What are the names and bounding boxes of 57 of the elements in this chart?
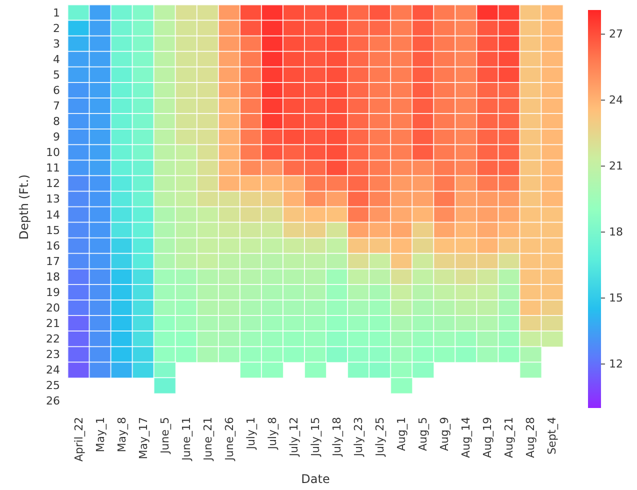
- y-tick-label: 5: [53, 68, 60, 82]
- y-tick-label: 12: [46, 177, 60, 190]
- y-tick-label: 24: [46, 364, 60, 377]
- x-tick-label: June_21: [201, 417, 214, 462]
- color-bar-label: 18: [609, 226, 623, 239]
- y-tick-label: 18: [46, 270, 60, 284]
- y-tick-label: 23: [46, 348, 60, 362]
- x-tick-label: June_11: [180, 417, 193, 462]
- y-tick-label: 2: [53, 22, 60, 35]
- y-tick-label: 20: [46, 302, 60, 314]
- y-axis-title: Depth (Ft.): [17, 174, 31, 240]
- x-tick-label: Aug_5: [416, 417, 430, 451]
- x-tick-label: Aug_21: [502, 417, 516, 458]
- x-tick-label: May_1: [94, 417, 107, 452]
- x-tick-label: Aug_14: [460, 417, 473, 458]
- y-tick-label: 13: [46, 192, 60, 206]
- y-tick-label: 11: [46, 162, 60, 175]
- x-tick-label: July_15: [309, 417, 322, 458]
- x-axis-title: Date: [301, 472, 330, 486]
- x-tick-label: July_23: [352, 417, 366, 458]
- y-tick-label: 3: [53, 37, 60, 50]
- y-tick-label: 19: [46, 286, 60, 299]
- x-tick-label: Sept_4: [546, 417, 559, 455]
- y-tick-label: 14: [46, 208, 60, 222]
- y-tick-label: 16: [46, 239, 60, 252]
- y-tick-label: 21: [46, 317, 60, 330]
- x-tick-label: Aug_19: [481, 417, 494, 458]
- x-tick-label: June_5: [158, 417, 172, 454]
- x-tick-label: July_8: [266, 417, 279, 450]
- x-tick-label: July_1: [244, 417, 258, 450]
- color-bar-label: 15: [609, 292, 623, 305]
- x-tick-label: June_26: [222, 417, 236, 462]
- y-tick-label: 1: [53, 6, 60, 20]
- y-tick-label: 15: [46, 224, 60, 237]
- x-tick-label: April_22: [72, 417, 86, 462]
- x-tick-label: July_12: [287, 417, 300, 458]
- y-tick-label: 25: [46, 379, 60, 392]
- color-bar-label: 24: [609, 94, 623, 107]
- y-tick-label: 8: [53, 115, 60, 128]
- color-bar-label: 21: [609, 160, 623, 173]
- y-tick-label: 7: [53, 100, 60, 112]
- x-tick-label: July_25: [374, 417, 387, 458]
- y-tick-label: 6: [53, 84, 60, 97]
- color-bar-label: 12: [609, 358, 623, 371]
- x-tick-label: July_18: [330, 417, 344, 458]
- color-bar-label: 27: [609, 28, 623, 41]
- y-tick-label: 4: [53, 52, 60, 66]
- y-tick-label: 10: [46, 146, 60, 160]
- y-tick-label: 17: [46, 254, 60, 268]
- x-tick-label: May_17: [136, 417, 150, 460]
- y-tick-label: 9: [53, 130, 60, 144]
- y-tick-label: 22: [46, 332, 60, 346]
- y-tick-label: 26: [46, 394, 60, 408]
- x-tick-label: Aug_9: [438, 417, 452, 451]
- x-tick-label: Aug_1: [395, 417, 408, 451]
- x-tick-label: Aug_28: [524, 417, 538, 458]
- x-tick-label: May_8: [115, 417, 128, 452]
